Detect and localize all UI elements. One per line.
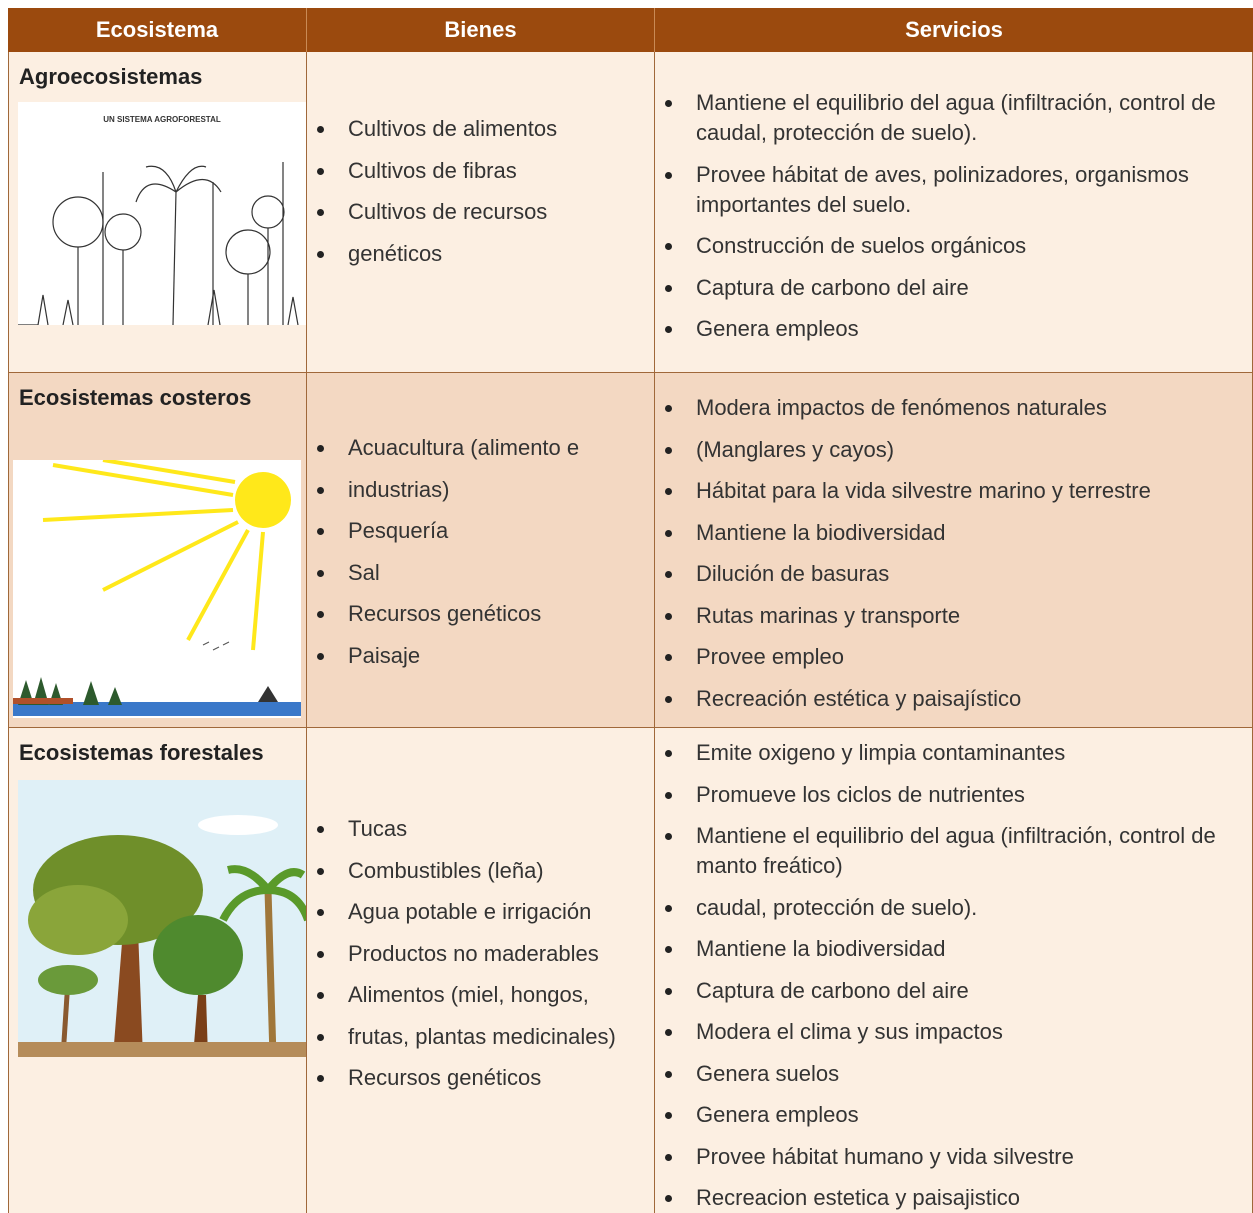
list-item: (Manglares y cayos) <box>655 435 1252 465</box>
ecosystem-cell: Ecosistemas forestales <box>8 728 307 1213</box>
coastal-image <box>13 460 301 718</box>
list-item: Promueve los ciclos de nutrientes <box>655 780 1252 810</box>
list-item: Recursos genéticos <box>307 1063 654 1093</box>
services-cell: Mantiene el equilibrio del agua (infiltr… <box>655 52 1253 373</box>
agroforestry-image: UN SISTEMA AGROFORESTAL <box>18 102 306 325</box>
list-item: Emite oxigeno y limpia contaminantes <box>655 738 1252 768</box>
ecosystem-name: Ecosistemas costeros <box>19 385 252 410</box>
list-item: frutas, plantas medicinales) <box>307 1022 654 1052</box>
image-caption: UN SISTEMA AGROFORESTAL <box>103 115 221 124</box>
list-item: Agua potable e irrigación <box>307 897 654 927</box>
header-cell: Ecosistema <box>8 8 307 52</box>
forest-image <box>18 780 306 1057</box>
list-item: industrias) <box>307 475 654 505</box>
ecosystem-name: Ecosistemas forestales <box>19 740 264 765</box>
list-item: Provee hábitat humano y vida silvestre <box>655 1142 1252 1172</box>
list-item: Captura de carbono del aire <box>655 273 1252 303</box>
list-item: Modera el clima y sus impactos <box>655 1017 1252 1047</box>
list-item: Captura de carbono del aire <box>655 976 1252 1006</box>
list-item: Genera empleos <box>655 314 1252 344</box>
list-item: Cultivos de recursos <box>307 197 654 227</box>
bullet-list: Emite oxigeno y limpia contaminantes Prom… <box>655 728 1252 1213</box>
list-item: Sal <box>307 558 654 588</box>
bullet-list: Cultivos de alimentos Cultivos de fibras C… <box>307 52 654 269</box>
list-item: Modera impactos de fenómenos naturales <box>655 393 1252 423</box>
list-item: Mantiene el equilibrio del agua (infiltr… <box>655 88 1252 148</box>
list-item: genéticos <box>307 239 654 269</box>
list-item: Recreación estética y paisajístico <box>655 684 1252 714</box>
list-item: Paisaje <box>307 641 654 671</box>
table: Ecosistema Bienes Servicios Agroecosiste… <box>8 8 1253 1213</box>
goods-cell: Cultivos de alimentos Cultivos de fibras C… <box>307 52 655 373</box>
list-item: Mantiene la biodiversidad <box>655 518 1252 548</box>
list-item: Recursos genéticos <box>307 599 654 629</box>
header-cell: Servicios <box>655 8 1253 52</box>
list-item: Provee hábitat de aves, polinizadores, o… <box>655 160 1252 220</box>
list-item: Genera suelos <box>655 1059 1252 1089</box>
list-item: Tucas <box>307 814 654 844</box>
list-item: Cultivos de fibras <box>307 156 654 186</box>
services-cell: Modera impactos de fenómenos naturales (M… <box>655 373 1253 728</box>
list-item: Mantiene el equilibrio del agua (infiltr… <box>655 821 1252 881</box>
list-item: Recreacion estetica y paisajistico <box>655 1183 1252 1213</box>
list-item: Provee empleo <box>655 642 1252 672</box>
ecosystem-cell: Agroecosistemas UN SISTEMA AGROFORESTAL <box>8 52 307 373</box>
bullet-list: Tucas Combustibles (leña) Agua potable e i… <box>307 728 654 1093</box>
bullet-list: Mantiene el equilibrio del agua (infiltr… <box>655 52 1252 344</box>
list-item: Mantiene la biodiversidad <box>655 934 1252 964</box>
list-item: Rutas marinas y transporte <box>655 601 1252 631</box>
list-item: Productos no maderables <box>307 939 654 969</box>
ecosystem-cell: Ecosistemas costeros <box>8 373 307 728</box>
bullet-list: Modera impactos de fenómenos naturales (M… <box>655 373 1252 714</box>
list-item: Pesquería <box>307 516 654 546</box>
ecosystem-name: Agroecosistemas <box>19 64 203 89</box>
services-cell: Emite oxigeno y limpia contaminantes Prom… <box>655 728 1253 1213</box>
list-item: Hábitat para la vida silvestre marino y … <box>655 476 1252 506</box>
goods-cell: Acuacultura (alimento e industrias) Pesque… <box>307 373 655 728</box>
header-cell: Bienes <box>307 8 655 52</box>
list-item: Genera empleos <box>655 1100 1252 1130</box>
list-item: Acuacultura (alimento e <box>307 433 654 463</box>
list-item: Dilución de basuras <box>655 559 1252 589</box>
goods-cell: Tucas Combustibles (leña) Agua potable e i… <box>307 728 655 1213</box>
list-item: caudal, protección de suelo). <box>655 893 1252 923</box>
list-item: Alimentos (miel, hongos, <box>307 980 654 1010</box>
list-item: Cultivos de alimentos <box>307 114 654 144</box>
list-item: Construcción de suelos orgánicos <box>655 231 1252 261</box>
list-item: Combustibles (leña) <box>307 856 654 886</box>
bullet-list: Acuacultura (alimento e industrias) Pesque… <box>307 373 654 671</box>
